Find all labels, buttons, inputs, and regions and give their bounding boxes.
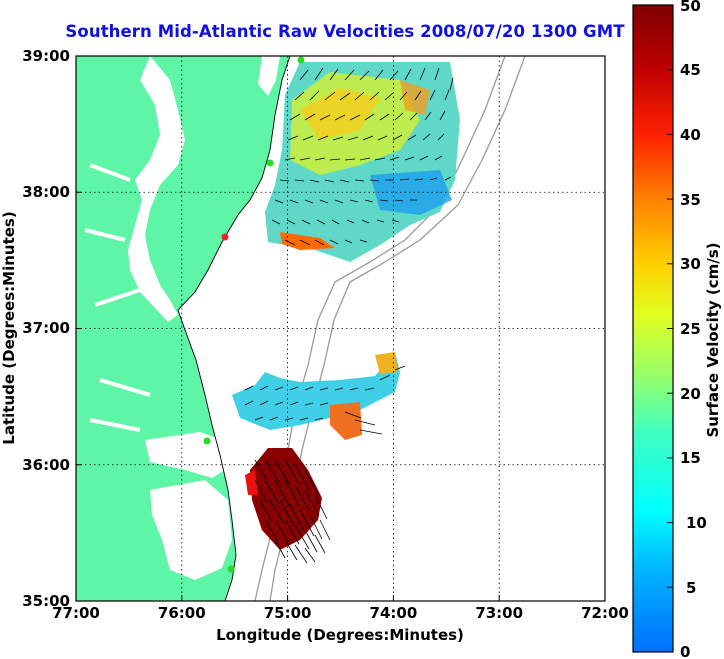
colorbar-tick-label: 40 [680, 126, 701, 144]
station-marker-active [227, 565, 235, 573]
grid-lines [76, 56, 605, 601]
colorbar-tick-label: 35 [680, 191, 701, 209]
station-marker-active [203, 437, 211, 445]
x-tick-label: 74:00 [370, 604, 418, 622]
colorbar-gradient [633, 5, 673, 652]
colorbar-tick-label: 10 [686, 514, 707, 532]
x-tick-label: 76:00 [158, 604, 206, 622]
coastline [177, 56, 291, 601]
station-marker-active [297, 56, 305, 64]
y-axis: 39:00 38:00 37:00 36:00 35:00 Latitude (… [0, 47, 82, 610]
colorbar-tick-label: 45 [680, 61, 701, 79]
colorbar-tick-label: 30 [680, 255, 701, 273]
colorbar: 50 45 40 35 30 25 20 15 10 5 0 Surface V… [632, 0, 722, 659]
colorbar-tick-label: 50 [680, 0, 701, 15]
y-tick-label: 39:00 [22, 47, 70, 65]
x-axis: 77:00 76:00 75:00 74:00 73:00 72:00 Long… [52, 595, 629, 644]
velocity-vectors [244, 67, 454, 564]
map-title: Southern Mid-Atlantic Raw Velocities 200… [65, 22, 625, 41]
colorbar-tick-label: 5 [686, 579, 696, 597]
delaware-bay [258, 56, 280, 96]
colorbar-tick-label: 20 [680, 385, 701, 403]
x-axis-label: Longitude (Degrees:Minutes) [216, 626, 464, 644]
land-mass [76, 56, 290, 601]
velocity-field-mid [232, 352, 400, 440]
x-tick-label: 75:00 [264, 604, 312, 622]
y-axis-label: Latitude (Degrees:Minutes) [0, 211, 18, 444]
y-tick-label: 35:00 [22, 592, 70, 610]
radar-stations [203, 56, 305, 573]
y-tick-label: 36:00 [22, 456, 70, 474]
y-tick-label: 37:00 [22, 319, 70, 337]
colorbar-tick-label: 15 [680, 449, 701, 467]
colorbar-tick-label: 0 [680, 643, 690, 659]
x-tick-label: 72:00 [581, 604, 629, 622]
river-estuaries [84, 163, 151, 432]
station-marker-active [266, 159, 274, 167]
chesapeake-bay [128, 56, 185, 322]
y-tick-label: 38:00 [22, 183, 70, 201]
x-tick-label: 73:00 [475, 604, 523, 622]
x-tick-label: 77:00 [52, 604, 100, 622]
colorbar-tick-label: 25 [680, 320, 701, 338]
pamlico-sound [150, 480, 232, 580]
station-marker-inactive [221, 233, 229, 241]
colorbar-label: Surface Velocity (cm/s) [704, 242, 722, 437]
velocity-field-north [265, 62, 460, 262]
